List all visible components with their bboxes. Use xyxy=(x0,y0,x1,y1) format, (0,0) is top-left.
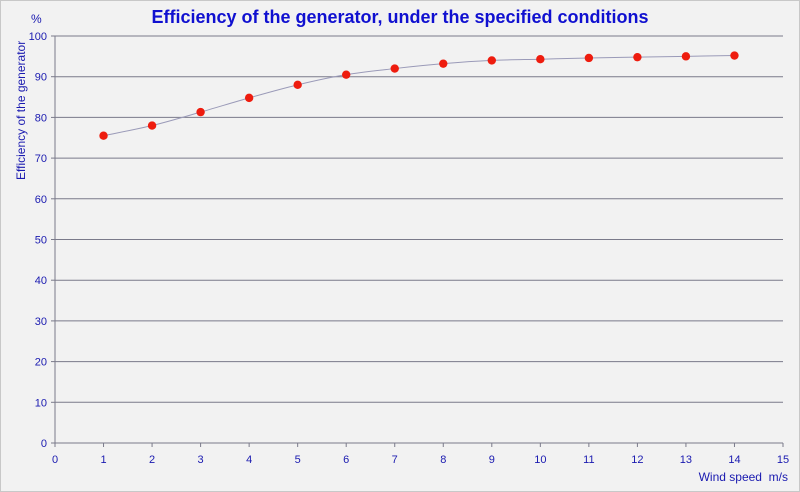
x-tick-label: 14 xyxy=(728,454,740,466)
data-point xyxy=(342,70,351,79)
data-point xyxy=(196,107,205,117)
y-tick-label: 0 xyxy=(41,438,47,450)
y-tick-label: 30 xyxy=(35,316,47,328)
data-point xyxy=(99,131,108,140)
x-tick-label: 13 xyxy=(680,454,692,466)
x-tick-labels: 0 1 2 3 4 5 6 7 8 9 10 11 12 13 14 15 xyxy=(52,454,789,466)
y-tick-label: 70 xyxy=(35,153,47,165)
axes xyxy=(51,35,784,447)
y-tick-label: 40 xyxy=(35,275,47,287)
y-tick-label: 60 xyxy=(35,194,47,206)
x-tick-label: 6 xyxy=(343,454,349,466)
x-tick-label: 0 xyxy=(52,454,58,466)
data-points xyxy=(99,51,739,140)
data-point xyxy=(439,59,448,68)
data-point xyxy=(536,54,545,64)
y-tick-label: 10 xyxy=(35,397,47,409)
x-tick-label: 15 xyxy=(777,454,789,466)
x-axis-title: Wind speed xyxy=(698,470,762,484)
y-tick-label: 50 xyxy=(35,235,47,247)
x-tick-label: 10 xyxy=(534,454,546,466)
x-axis-label: Wind speed m/s xyxy=(699,470,788,484)
data-point xyxy=(147,121,157,130)
x-tick-label: 5 xyxy=(295,454,301,466)
y-tick-label: 20 xyxy=(35,357,47,369)
data-point xyxy=(584,53,594,63)
y-tick-labels: 0 10 20 30 40 50 60 70 80 90 100 xyxy=(29,31,47,450)
y-unit-label: % xyxy=(31,12,42,26)
data-point xyxy=(244,93,254,103)
x-tick-label: 12 xyxy=(631,454,643,466)
trend-line xyxy=(103,55,735,137)
data-point xyxy=(633,52,642,62)
x-tick-label: 3 xyxy=(198,454,204,466)
y-tick-label: 100 xyxy=(29,31,47,43)
x-tick-label: 8 xyxy=(440,454,446,466)
data-point xyxy=(390,64,399,73)
y-tick-label: 80 xyxy=(35,112,47,124)
grid-lines xyxy=(55,35,783,444)
data-point xyxy=(487,56,496,65)
x-tick-label: 9 xyxy=(489,454,495,466)
data-point xyxy=(293,80,302,90)
x-tick-label: 2 xyxy=(149,454,155,466)
x-tick-label: 4 xyxy=(246,454,252,466)
data-point xyxy=(730,51,739,60)
trend-line-path xyxy=(103,55,735,137)
x-tick-label: 7 xyxy=(392,454,398,466)
chart-title: Efficiency of the generator, under the s… xyxy=(151,7,649,27)
y-tick-label: 90 xyxy=(35,72,47,84)
data-point xyxy=(681,52,691,61)
x-tick-label: 1 xyxy=(100,454,106,466)
x-unit-label: m/s xyxy=(768,470,788,484)
x-tick-label: 11 xyxy=(583,454,594,466)
